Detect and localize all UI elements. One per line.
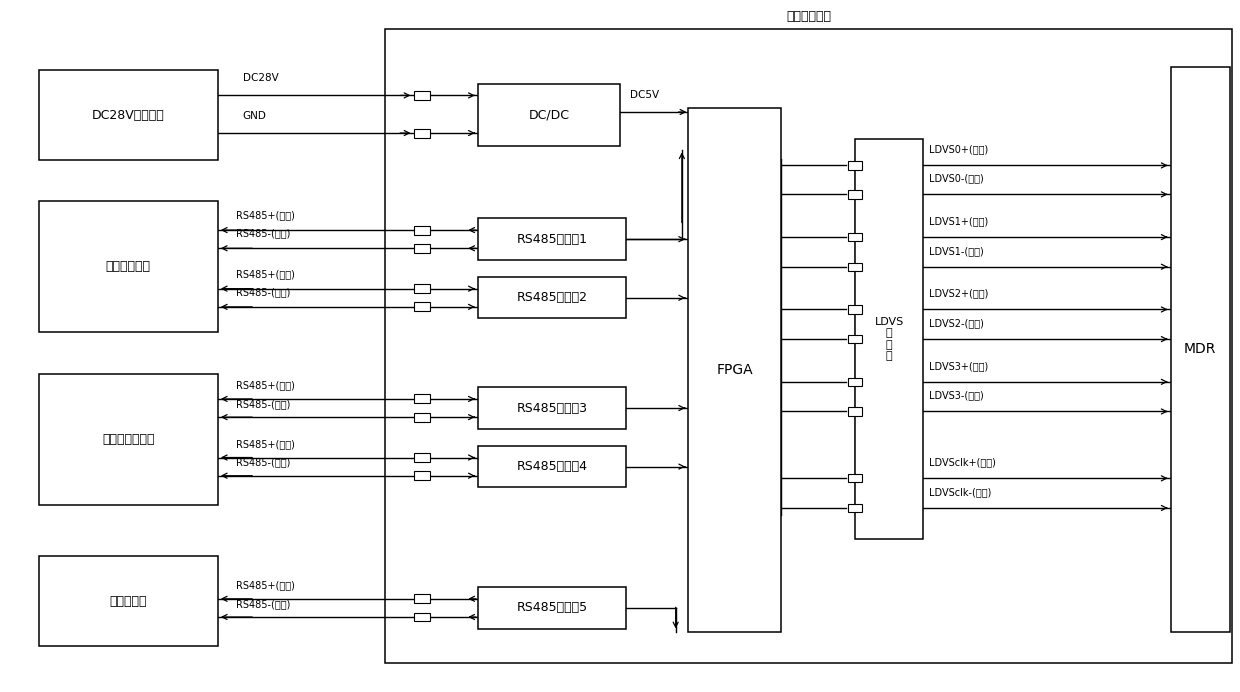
Text: GND: GND: [243, 111, 267, 120]
Text: RS485-(数据): RS485-(数据): [237, 399, 291, 409]
Bar: [477, 446, 626, 487]
Text: LDVS0-(数据): LDVS0-(数据): [929, 173, 985, 183]
Bar: [38, 374, 218, 504]
Bar: [477, 277, 626, 318]
Text: LDVS2-(数据): LDVS2-(数据): [929, 318, 985, 328]
Bar: [414, 226, 430, 235]
Text: RS485收发器2: RS485收发器2: [516, 291, 588, 304]
Text: LDVS1+(数据): LDVS1+(数据): [929, 216, 988, 226]
Text: 降水粒子成像仪: 降水粒子成像仪: [102, 432, 155, 446]
Bar: [414, 471, 430, 480]
Text: RS485-(图像): RS485-(图像): [237, 287, 291, 297]
Bar: [848, 233, 863, 242]
Bar: [848, 335, 863, 343]
Text: RS485收发器1: RS485收发器1: [516, 233, 588, 246]
Text: LDVS
驱
动
器: LDVS 驱 动 器: [874, 317, 904, 361]
Bar: [414, 91, 430, 100]
Bar: [414, 412, 430, 421]
Text: RS485-(数据): RS485-(数据): [237, 228, 291, 239]
Bar: [848, 504, 863, 512]
Text: RS485收发器5: RS485收发器5: [516, 601, 588, 614]
Bar: [477, 219, 626, 260]
Text: 云粒子谱仪: 云粒子谱仪: [109, 594, 148, 608]
Bar: [848, 474, 863, 482]
Text: LDVS3+(数据): LDVS3+(数据): [929, 361, 988, 371]
Text: LDVS1-(数据): LDVS1-(数据): [929, 246, 985, 256]
Text: DC5V: DC5V: [630, 89, 658, 100]
Bar: [414, 612, 430, 621]
Bar: [848, 408, 863, 416]
Text: RS485+(图像): RS485+(图像): [237, 439, 295, 449]
Text: RS485收发器4: RS485收发器4: [516, 460, 588, 473]
Bar: [848, 262, 863, 271]
Bar: [1171, 67, 1230, 632]
Bar: [848, 305, 863, 313]
Bar: [414, 284, 430, 293]
Bar: [848, 161, 863, 170]
Text: 云粒子成像仪: 云粒子成像仪: [105, 260, 151, 273]
Text: MDR: MDR: [1184, 343, 1216, 356]
Text: RS485+(数据): RS485+(数据): [237, 581, 295, 590]
Bar: [856, 139, 923, 539]
Bar: [414, 129, 430, 138]
Bar: [38, 71, 218, 160]
Text: LDVSclk-(时钟): LDVSclk-(时钟): [929, 487, 992, 497]
Text: DC28V: DC28V: [243, 73, 279, 83]
Text: RS485收发器3: RS485收发器3: [516, 401, 588, 415]
Bar: [38, 556, 218, 646]
Bar: [848, 190, 863, 199]
Bar: [477, 388, 626, 429]
Bar: [477, 588, 626, 628]
Bar: [848, 378, 863, 386]
Text: RS485+(图像): RS485+(图像): [237, 269, 295, 279]
Bar: [414, 302, 430, 311]
Text: RS485+(数据): RS485+(数据): [237, 381, 295, 391]
Text: DC/DC: DC/DC: [528, 109, 569, 122]
Text: DC28V直流电源: DC28V直流电源: [92, 109, 165, 122]
Text: FPGA: FPGA: [717, 363, 753, 377]
Bar: [688, 108, 781, 632]
Bar: [38, 201, 218, 332]
Text: RS485+(数据): RS485+(数据): [237, 210, 295, 221]
Bar: [414, 453, 430, 462]
Text: RS485-(数据): RS485-(数据): [237, 599, 291, 609]
Text: RS485-(图像): RS485-(图像): [237, 457, 291, 467]
Text: LDVS0+(数据): LDVS0+(数据): [929, 145, 988, 154]
Text: LDVSclk+(时钟): LDVSclk+(时钟): [929, 457, 996, 467]
Bar: [477, 84, 620, 146]
Text: LDVS2+(数据): LDVS2+(数据): [929, 289, 988, 298]
Bar: [384, 29, 1233, 663]
Text: LDVS3-(数据): LDVS3-(数据): [929, 390, 985, 401]
Text: 综合处理单元: 综合处理单元: [786, 10, 831, 23]
Bar: [414, 594, 430, 603]
Bar: [414, 244, 430, 253]
Bar: [414, 394, 430, 403]
